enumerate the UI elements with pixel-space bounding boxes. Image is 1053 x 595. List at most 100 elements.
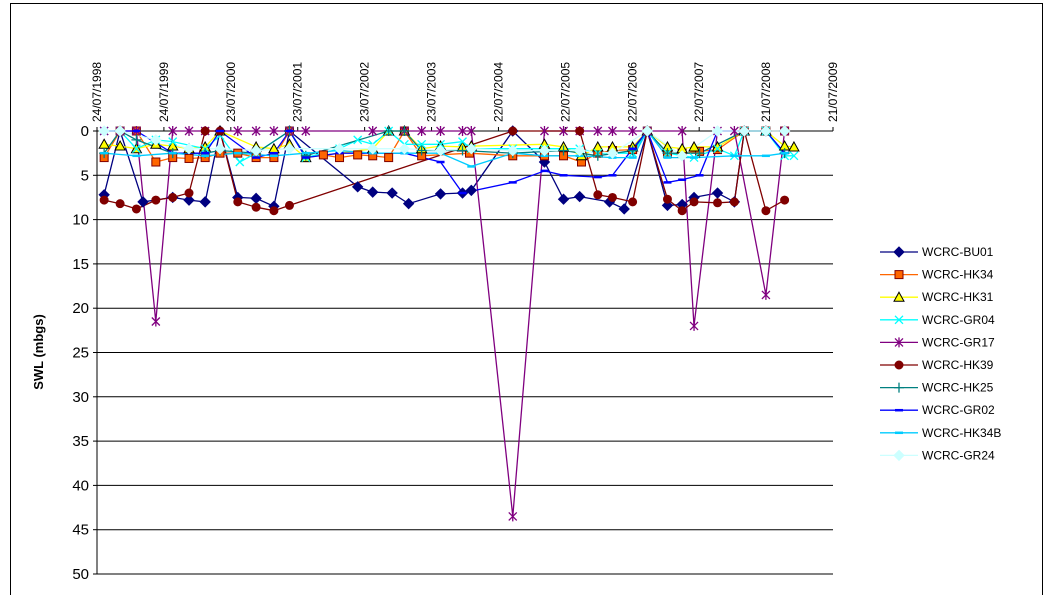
x-tick-label: 23/07/2003	[425, 62, 439, 122]
series-line	[104, 130, 795, 159]
marker	[368, 126, 378, 136]
y-tick-label: 0	[81, 123, 89, 140]
marker	[402, 197, 415, 210]
marker	[789, 151, 799, 161]
marker	[183, 143, 195, 155]
x-tick-label: 24/07/1998	[90, 62, 104, 122]
marker	[284, 200, 294, 210]
marker	[151, 157, 161, 167]
marker	[99, 195, 109, 205]
marker	[711, 125, 724, 137]
marker	[366, 186, 379, 198]
legend-entry: WCRC-GR17	[880, 335, 995, 349]
marker	[131, 144, 141, 154]
legend-entry: WCRC-HK25	[880, 381, 994, 395]
marker	[508, 511, 518, 522]
marker	[98, 125, 110, 137]
marker	[677, 126, 687, 136]
marker	[894, 315, 904, 325]
marker	[628, 197, 638, 207]
chart-frame	[10, 3, 1043, 595]
marker	[778, 125, 791, 137]
marker	[711, 187, 724, 199]
marker	[366, 143, 379, 155]
marker	[151, 195, 161, 205]
legend-label: WCRC-HK39	[922, 358, 994, 372]
marker	[184, 153, 194, 163]
legend-label: WCRC-GR02	[922, 403, 995, 417]
marker	[417, 126, 427, 136]
marker	[538, 144, 551, 157]
marker	[384, 153, 394, 163]
y-tick-label: 10	[72, 212, 89, 229]
marker	[689, 197, 699, 207]
y-tick-label: 25	[72, 345, 89, 362]
marker	[318, 150, 328, 160]
y-tick-label: 40	[72, 477, 89, 494]
marker	[168, 192, 178, 202]
marker	[283, 143, 296, 155]
marker	[627, 145, 638, 156]
legend-entry: WCRC-GR04	[880, 313, 995, 327]
marker	[689, 320, 699, 331]
marker	[434, 144, 447, 157]
marker	[436, 139, 445, 149]
marker	[713, 144, 722, 154]
marker	[893, 246, 905, 258]
marker	[168, 137, 178, 147]
marker	[150, 134, 162, 146]
marker	[606, 147, 619, 159]
x-tick-label: 23/07/2000	[224, 62, 238, 122]
marker	[677, 206, 687, 216]
marker	[662, 194, 672, 204]
marker	[250, 144, 262, 157]
marker	[386, 187, 398, 199]
legend-label: WCRC-GR17	[922, 335, 995, 349]
marker	[465, 143, 478, 155]
x-tick-label: 21/07/2008	[759, 62, 773, 122]
marker	[131, 204, 141, 214]
marker	[114, 125, 126, 137]
legend-entry: WCRC-GR02	[880, 403, 995, 417]
marker	[573, 144, 586, 157]
marker	[559, 126, 568, 136]
x-tick-label: 23/07/2002	[358, 62, 372, 122]
marker	[761, 289, 771, 300]
legend-label: WCRC-BU01	[922, 245, 994, 259]
marker	[618, 203, 630, 215]
legend-label: WCRC-HK31	[922, 290, 994, 304]
marker	[436, 126, 445, 136]
y-tick-label: 5	[81, 167, 89, 184]
y-tick-label: 45	[72, 522, 89, 539]
marker	[458, 126, 467, 136]
x-tick-label: 22/07/2007	[692, 62, 706, 122]
marker	[466, 126, 476, 136]
marker	[558, 145, 569, 156]
x-tick-label: 24/07/1999	[157, 62, 171, 122]
marker	[214, 143, 226, 155]
marker	[540, 126, 549, 136]
marker	[729, 126, 739, 136]
marker	[351, 181, 364, 193]
y-tick-label: 35	[72, 433, 89, 450]
x-tick-label: 22/07/2006	[625, 62, 639, 122]
marker	[688, 140, 700, 152]
marker	[333, 143, 346, 155]
marker	[729, 197, 739, 207]
marker	[200, 126, 210, 136]
marker	[641, 125, 654, 137]
legend-label: WCRC-HK34B	[922, 426, 1001, 440]
y-tick-label: 30	[72, 389, 89, 406]
marker	[780, 195, 790, 205]
marker	[508, 126, 518, 136]
marker	[251, 202, 261, 212]
x-tick-label: 21/07/2009	[826, 62, 840, 122]
marker	[235, 157, 245, 167]
marker	[114, 140, 126, 151]
series-line	[104, 130, 786, 517]
y-tick-label: 50	[72, 566, 89, 583]
marker	[713, 198, 723, 208]
marker	[151, 316, 161, 327]
marker	[398, 143, 411, 155]
